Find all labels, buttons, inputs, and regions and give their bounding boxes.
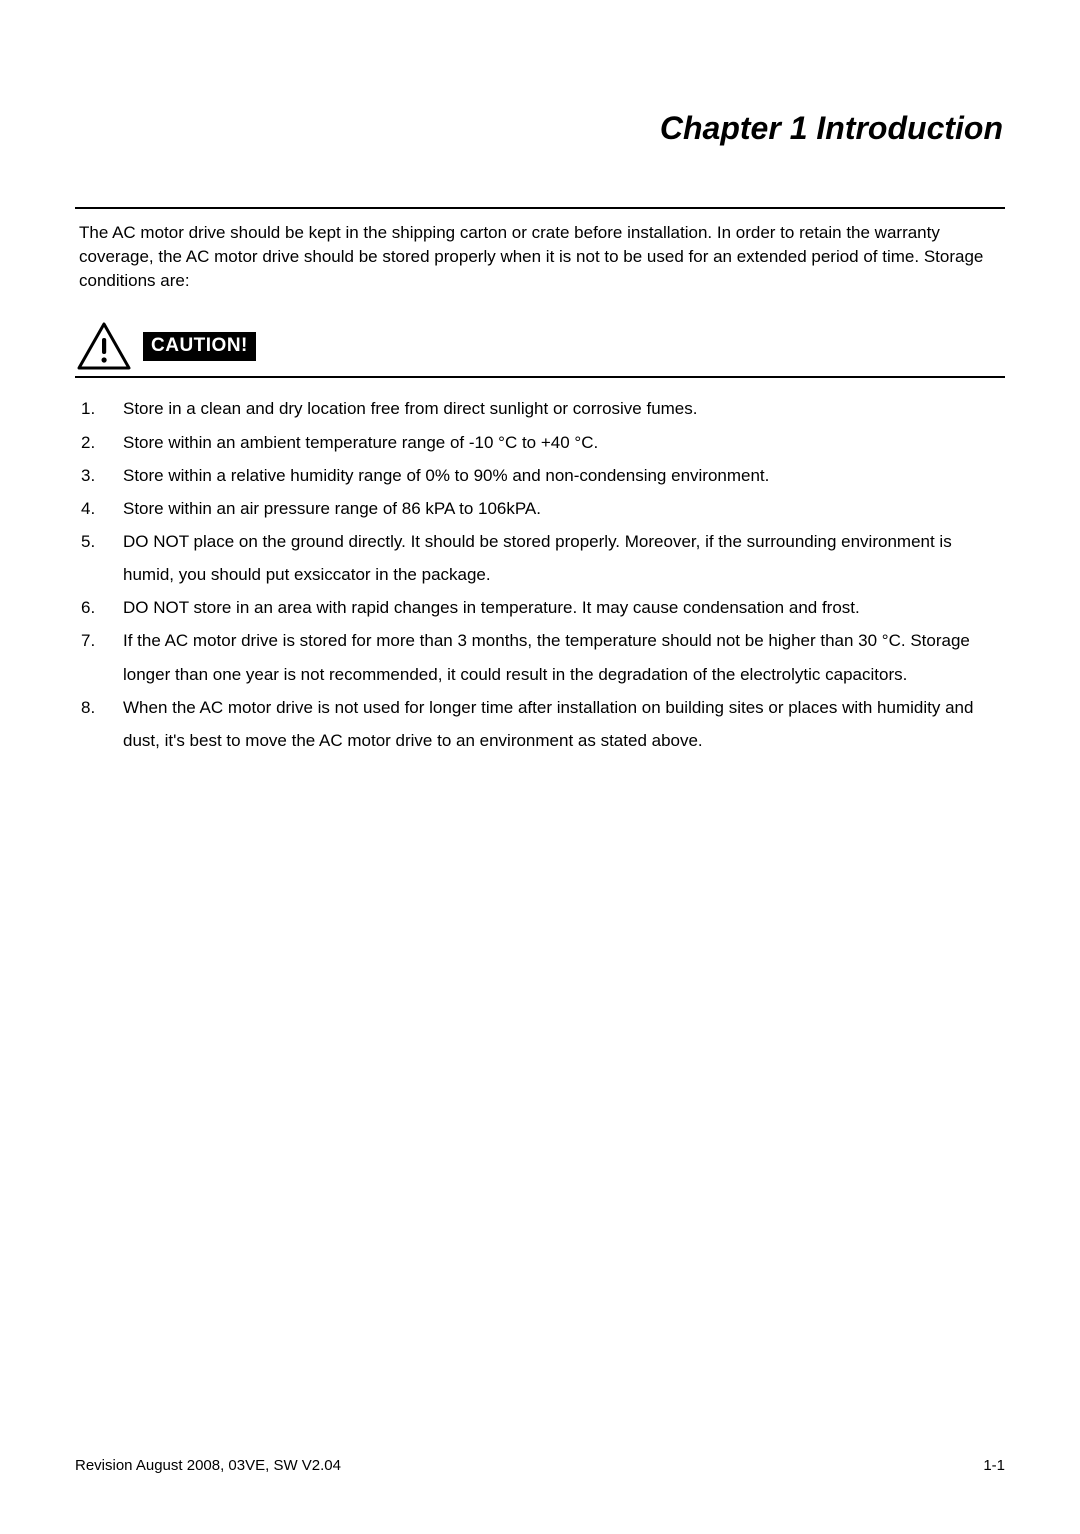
list-item-text: Store within an ambient temperature rang… <box>123 426 1005 459</box>
storage-conditions-list: 1. Store in a clean and dry location fre… <box>75 392 1005 757</box>
list-item-number: 7. <box>75 624 123 690</box>
list-item-text: If the AC motor drive is stored for more… <box>123 624 1005 690</box>
footer-page-number: 1-1 <box>983 1457 1005 1474</box>
list-item-text: Store in a clean and dry location free f… <box>123 392 1005 425</box>
footer-revision: Revision August 2008, 03VE, SW V2.04 <box>75 1457 341 1474</box>
list-item-number: 2. <box>75 426 123 459</box>
caution-banner: CAUTION! <box>75 322 1005 370</box>
list-item-text: DO NOT store in an area with rapid chang… <box>123 591 1005 624</box>
page-footer: Revision August 2008, 03VE, SW V2.04 1-1 <box>75 1457 1005 1474</box>
list-item-number: 1. <box>75 392 123 425</box>
list-item: 2. Store within an ambient temperature r… <box>75 426 1005 459</box>
caution-label: CAUTION! <box>143 332 256 361</box>
list-item: 1. Store in a clean and dry location fre… <box>75 392 1005 425</box>
document-page: Chapter 1 Introduction The AC motor driv… <box>0 0 1080 1534</box>
list-item-number: 4. <box>75 492 123 525</box>
title-rule <box>75 207 1005 209</box>
list-item-number: 6. <box>75 591 123 624</box>
list-item-text: Store within an air pressure range of 86… <box>123 492 1005 525</box>
list-item: 3. Store within a relative humidity rang… <box>75 459 1005 492</box>
list-item-text: DO NOT place on the ground directly. It … <box>123 525 1005 591</box>
list-item-text: When the AC motor drive is not used for … <box>123 691 1005 757</box>
caution-triangle-icon <box>77 322 131 370</box>
chapter-title: Chapter 1 Introduction <box>75 110 1005 147</box>
list-item: 6. DO NOT store in an area with rapid ch… <box>75 591 1005 624</box>
list-item: 5. DO NOT place on the ground directly. … <box>75 525 1005 591</box>
list-item-text: Store within a relative humidity range o… <box>123 459 1005 492</box>
list-item: 4. Store within an air pressure range of… <box>75 492 1005 525</box>
list-item: 7. If the AC motor drive is stored for m… <box>75 624 1005 690</box>
intro-paragraph: The AC motor drive should be kept in the… <box>75 221 1005 292</box>
list-item: 8. When the AC motor drive is not used f… <box>75 691 1005 757</box>
caution-rule <box>75 376 1005 378</box>
list-item-number: 8. <box>75 691 123 757</box>
list-item-number: 5. <box>75 525 123 591</box>
list-item-number: 3. <box>75 459 123 492</box>
